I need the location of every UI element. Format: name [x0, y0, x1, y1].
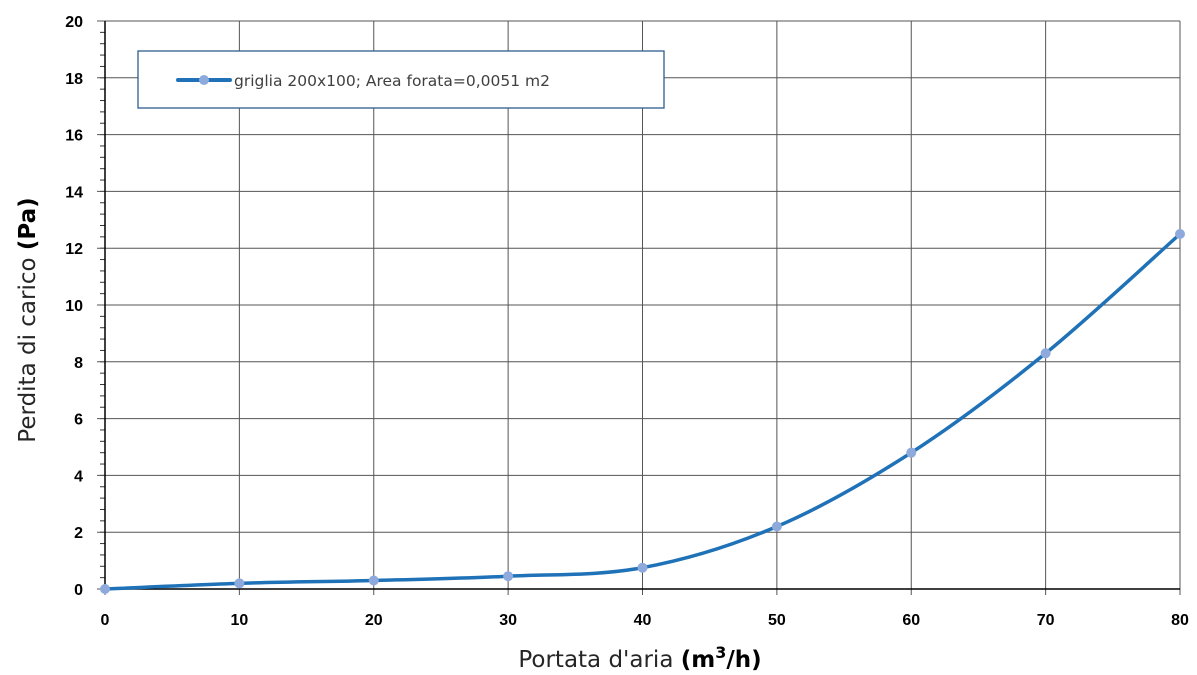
- x-tick-label: 30: [499, 612, 517, 629]
- data-point: [1175, 229, 1185, 239]
- data-point: [503, 571, 514, 582]
- x-tick-label: 40: [634, 612, 652, 629]
- tick-labels: 0 2 4 6 8 10 12 14 16 18 20 0 10 20 30 40 50 60 70 80: [65, 14, 1189, 629]
- data-point: [1040, 348, 1051, 359]
- y-tick-label: 8: [74, 355, 83, 372]
- x-tick-label: 60: [902, 612, 920, 629]
- series-line: [103, 232, 1182, 591]
- y-tick-label: 0: [74, 582, 83, 599]
- data-point: [771, 521, 782, 532]
- data-point: [368, 575, 379, 586]
- y-tick-label: 6: [74, 412, 83, 429]
- x-tick-label: 10: [230, 612, 248, 629]
- y-tick-label: 4: [74, 468, 83, 485]
- legend-marker-swatch: [199, 75, 209, 85]
- y-tick-label: 14: [65, 184, 83, 201]
- y-tick-label: 20: [65, 14, 83, 31]
- y-tick-label: 18: [65, 71, 83, 88]
- data-point: [906, 447, 917, 458]
- data-point: [234, 578, 245, 589]
- legend-label: griglia 200x100; Area forata=0,0051 m2: [234, 72, 550, 90]
- y-tick-label: 16: [65, 128, 83, 145]
- x-tick-label: 0: [101, 612, 110, 629]
- x-axis-title: Portata d'aria (m3/h): [518, 643, 761, 673]
- x-tick-label: 80: [1171, 612, 1189, 629]
- y-axis-title: Perdita di carico (Pa): [15, 197, 41, 442]
- y-tick-label: 10: [65, 298, 83, 315]
- data-point: [100, 584, 110, 594]
- legend: griglia 200x100; Area forata=0,0051 m2: [137, 50, 665, 109]
- x-tick-label: 20: [365, 612, 383, 629]
- x-tick-label: 70: [1037, 612, 1055, 629]
- series-layer: [100, 229, 1185, 594]
- y-tick-label: 12: [65, 241, 83, 258]
- x-tick-label: 50: [768, 612, 786, 629]
- axes: [104, 21, 1180, 590]
- y-tick-label: 2: [74, 525, 83, 542]
- data-point: [637, 562, 648, 573]
